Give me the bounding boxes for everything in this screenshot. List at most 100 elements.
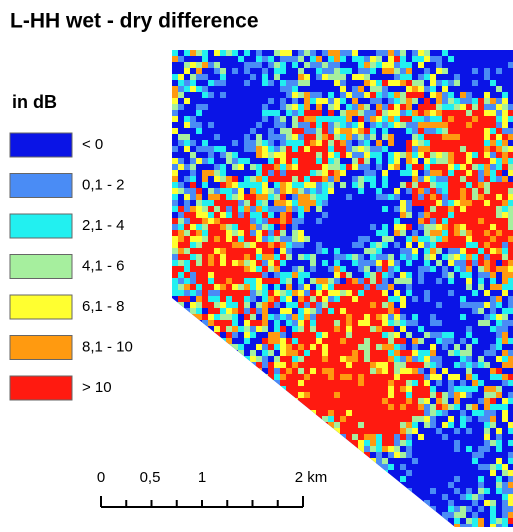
raster-cell xyxy=(202,176,208,182)
raster-cell xyxy=(442,368,448,374)
raster-cell xyxy=(286,410,292,416)
raster-cell xyxy=(310,416,316,422)
raster-cell xyxy=(178,488,184,494)
raster-cell xyxy=(376,158,382,164)
raster-cell xyxy=(190,80,196,86)
raster-cell xyxy=(454,428,460,434)
raster-cell xyxy=(328,380,334,386)
raster-cell xyxy=(340,332,346,338)
raster-cell xyxy=(250,356,256,362)
raster-cell xyxy=(412,386,418,392)
raster-cell xyxy=(454,224,460,230)
raster-cell xyxy=(268,152,274,158)
raster-cell xyxy=(178,398,184,404)
raster-cell xyxy=(280,122,286,128)
raster-cell xyxy=(262,464,268,470)
raster-cell xyxy=(364,266,370,272)
raster-cell xyxy=(502,164,508,170)
raster-cell xyxy=(220,260,226,266)
raster-cell xyxy=(364,296,370,302)
raster-cell xyxy=(208,302,214,308)
raster-cell xyxy=(442,116,448,122)
raster-cell xyxy=(424,116,430,122)
raster-cell xyxy=(268,404,274,410)
raster-cell xyxy=(256,230,262,236)
raster-cell xyxy=(238,422,244,428)
raster-cell xyxy=(310,152,316,158)
raster-cell xyxy=(334,398,340,404)
raster-cell xyxy=(250,254,256,260)
raster-cell xyxy=(280,50,286,56)
raster-cell xyxy=(340,122,346,128)
raster-cell xyxy=(304,206,310,212)
raster-cell xyxy=(346,494,352,500)
raster-cell xyxy=(214,230,220,236)
raster-cell xyxy=(316,164,322,170)
raster-cell xyxy=(334,50,340,56)
raster-cell xyxy=(256,482,262,488)
raster-cell xyxy=(280,296,286,302)
raster-cell xyxy=(466,152,472,158)
raster-cell xyxy=(226,428,232,434)
raster-cell xyxy=(508,296,513,302)
raster-cell xyxy=(298,236,304,242)
raster-cell xyxy=(376,440,382,446)
raster-cell xyxy=(466,374,472,380)
raster-cell xyxy=(400,326,406,332)
raster-cell xyxy=(274,368,280,374)
raster-cell xyxy=(262,428,268,434)
raster-cell xyxy=(232,176,238,182)
raster-cell xyxy=(268,176,274,182)
raster-cell xyxy=(298,392,304,398)
raster-cell xyxy=(244,158,250,164)
raster-cell xyxy=(310,398,316,404)
raster-cell xyxy=(394,224,400,230)
raster-cell xyxy=(262,440,268,446)
raster-cell xyxy=(418,404,424,410)
raster-cell xyxy=(376,92,382,98)
raster-cell xyxy=(448,404,454,410)
raster-cell xyxy=(490,194,496,200)
legend-swatch xyxy=(10,214,72,238)
raster-cell xyxy=(190,62,196,68)
raster-cell xyxy=(298,152,304,158)
raster-cell xyxy=(184,212,190,218)
raster-cell xyxy=(370,332,376,338)
raster-cell xyxy=(190,242,196,248)
raster-cell xyxy=(478,140,484,146)
raster-cell xyxy=(436,320,442,326)
raster-cell xyxy=(322,374,328,380)
raster-cell xyxy=(502,128,508,134)
raster-cell xyxy=(334,494,340,500)
raster-cell xyxy=(400,200,406,206)
raster-cell xyxy=(280,476,286,482)
raster-cell xyxy=(370,476,376,482)
raster-cell xyxy=(202,332,208,338)
raster-cell xyxy=(286,464,292,470)
raster-cell xyxy=(190,494,196,500)
raster-cell xyxy=(364,482,370,488)
raster-cell xyxy=(190,422,196,428)
raster-cell xyxy=(418,512,424,518)
legend-label: 2,1 - 4 xyxy=(82,217,125,234)
raster-cell xyxy=(220,194,226,200)
raster-cell xyxy=(442,254,448,260)
raster-cell xyxy=(370,338,376,344)
raster-cell xyxy=(436,152,442,158)
raster-cell xyxy=(220,362,226,368)
raster-cell xyxy=(214,68,220,74)
raster-cell xyxy=(274,194,280,200)
raster-cell xyxy=(256,302,262,308)
raster-cell xyxy=(238,488,244,494)
raster-cell xyxy=(484,410,490,416)
raster-cell xyxy=(268,194,274,200)
raster-cell xyxy=(172,218,178,224)
raster-cell xyxy=(448,482,454,488)
raster-cell xyxy=(502,140,508,146)
raster-cell xyxy=(466,446,472,452)
raster-cell xyxy=(472,302,478,308)
raster-cell xyxy=(430,164,436,170)
raster-cell xyxy=(322,170,328,176)
raster-cell xyxy=(238,260,244,266)
raster-cell xyxy=(316,200,322,206)
